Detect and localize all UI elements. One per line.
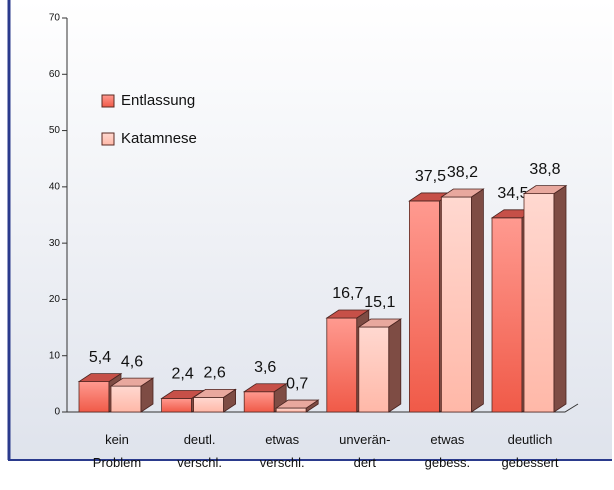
value-label: 34,5: [497, 185, 528, 202]
bar-front: [408, 200, 440, 413]
bar-top: [77, 373, 123, 383]
y-tick-label: 20: [49, 294, 61, 305]
value-label: 3,6: [254, 359, 276, 376]
y-tick-label: 10: [49, 350, 61, 361]
value-label: 37,5: [415, 168, 446, 185]
bar-top: [242, 383, 288, 393]
bar-front: [110, 385, 142, 413]
bar-front: [358, 326, 390, 413]
bar-top: [109, 377, 155, 387]
value-label: 38,2: [447, 164, 478, 181]
x-tick-label: etwas verschl.: [259, 432, 305, 470]
x-tick-label: unverän- dert: [339, 432, 391, 470]
value-label: 15,1: [364, 294, 395, 311]
legend-label: Entlassung: [121, 92, 195, 109]
bar-front: [523, 193, 555, 413]
value-label: 16,7: [332, 285, 363, 302]
bar-front: [491, 217, 523, 413]
bar-side: [388, 318, 402, 413]
bar-top: [325, 309, 371, 319]
bar-top: [357, 318, 403, 328]
bar-front: [193, 396, 225, 413]
x-axis: [67, 403, 579, 413]
value-label: 0,7: [286, 375, 308, 392]
x-tick-label: deutlich gebessert: [501, 432, 559, 470]
bar-front: [440, 196, 472, 413]
x-tick-label: deutl. verschl.: [177, 432, 222, 470]
bar-front: [78, 381, 110, 413]
legend-swatch: [101, 132, 115, 146]
value-label: 4,6: [121, 353, 143, 370]
bar-top: [440, 188, 485, 198]
y-tick-label: 70: [49, 13, 61, 24]
bar-front: [243, 391, 275, 413]
bar-top: [522, 185, 568, 195]
value-label: 38,8: [529, 161, 560, 178]
bar-top: [274, 399, 320, 409]
x-tick-label: kein Problem: [92, 432, 142, 470]
value-label: 2,4: [171, 366, 193, 383]
bar-front: [161, 398, 193, 413]
y-tick-label: 60: [49, 69, 61, 80]
y-tick-label: 50: [49, 125, 61, 136]
bar-front: [326, 317, 358, 413]
y-tick-label: 0: [54, 407, 60, 418]
legend-swatch: [101, 94, 115, 108]
bar-side: [470, 188, 484, 413]
legend-label: Katamnese: [121, 130, 197, 147]
value-label: 2,6: [203, 365, 225, 382]
y-tick-label: 30: [49, 238, 61, 249]
bar-top: [192, 388, 237, 398]
bar-front: [275, 407, 307, 413]
bar-side: [553, 184, 567, 413]
x-tick-label: etwas gebess.: [424, 432, 471, 470]
y-tick-label: 40: [49, 181, 61, 192]
value-label: 5,4: [89, 349, 111, 366]
